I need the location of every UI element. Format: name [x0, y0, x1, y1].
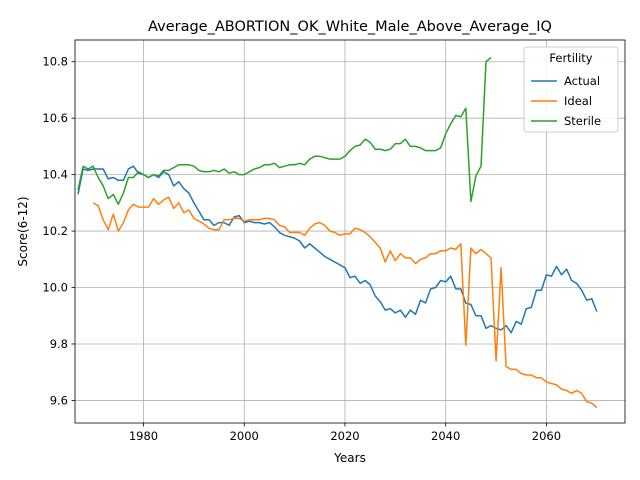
x-tick-label: 2060	[532, 429, 561, 443]
axis-ticks: 1980 2000 2020 2040 2060 9.6 9.8 10.0 10.2 10.4 10…	[42, 55, 561, 443]
y-tick-label: 10.8	[42, 55, 68, 69]
x-tick-label: 2020	[330, 429, 359, 443]
y-tick-label: 9.8	[50, 337, 68, 351]
y-tick-label: 10.4	[42, 168, 68, 182]
series-line-ideal	[92, 196, 598, 409]
legend-entry: Ideal	[564, 94, 592, 108]
x-tick-label: 2040	[431, 429, 460, 443]
y-axis-label: Score(6-12)	[16, 196, 30, 266]
legend-entry: Sterile	[564, 114, 601, 128]
y-tick-label: 10.6	[42, 111, 68, 125]
x-axis-label: Years	[333, 451, 366, 465]
series-layer	[77, 56, 598, 409]
y-tick-label: 9.6	[50, 393, 68, 407]
y-tick-label: 10.2	[42, 224, 68, 238]
x-tick-label: 1980	[129, 429, 158, 443]
legend-title: Fertility	[549, 51, 592, 65]
x-tick-label: 2000	[230, 429, 259, 443]
legend: Fertility Actual Ideal Sterile	[523, 46, 619, 133]
legend-entry: Actual	[564, 74, 600, 88]
series-line-sterile	[77, 56, 492, 206]
series-line-actual	[77, 165, 598, 334]
y-tick-label: 10.0	[42, 281, 68, 295]
chart-title: Average_ABORTION_OK_White_Male_Above_Ave…	[148, 19, 552, 35]
legend-frame	[523, 46, 619, 133]
plot-area-frame	[74, 39, 626, 424]
